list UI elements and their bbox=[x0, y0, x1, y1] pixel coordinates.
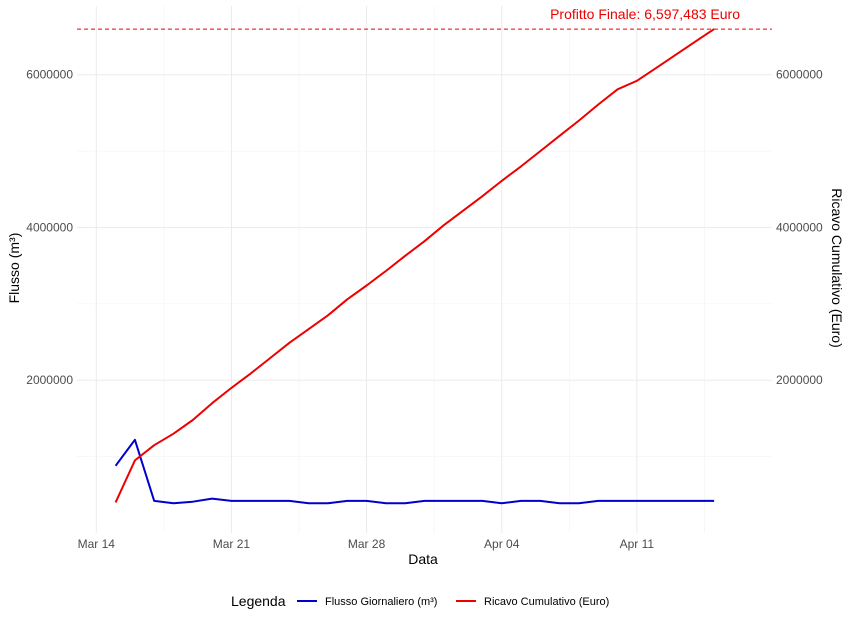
y-axis-left-title: Flusso (m³) bbox=[6, 233, 22, 304]
reference-line-label: Profitto Finale: 6,597,483 Euro bbox=[550, 6, 740, 22]
series-layer bbox=[114, 28, 715, 505]
y-tick-label-left: 6000000 bbox=[26, 68, 73, 82]
series-line-flusso bbox=[114, 438, 715, 505]
legend-label-ricavo: Ricavo Cumulativo (Euro) bbox=[484, 596, 609, 608]
x-tick-label: Mar 14 bbox=[78, 537, 116, 551]
legend-title: Legenda bbox=[231, 593, 286, 609]
series-line-ricavo bbox=[114, 28, 715, 503]
legend-label-flusso: Flusso Giornaliero (m³) bbox=[325, 596, 437, 608]
x-tick-label: Apr 04 bbox=[484, 537, 520, 551]
x-tick-label: Apr 11 bbox=[620, 537, 655, 551]
y-axis-right: 2000000 4000000 6000000 bbox=[776, 68, 823, 388]
y-tick-label-right: 4000000 bbox=[776, 220, 823, 234]
x-axis-title: Data bbox=[408, 551, 438, 567]
y-tick-label-right: 2000000 bbox=[776, 373, 823, 387]
grid bbox=[77, 6, 772, 533]
y-axis-right-title: Ricavo Cumulativo (Euro) bbox=[829, 188, 845, 348]
y-axis-left: 2000000 4000000 6000000 bbox=[26, 68, 73, 388]
x-tick-label: Mar 21 bbox=[213, 537, 251, 551]
x-axis: Mar 14 Mar 21 Mar 28 Apr 04 Apr 11 bbox=[78, 537, 655, 551]
y-tick-label-right: 6000000 bbox=[776, 68, 823, 82]
legend: Legenda Flusso Giornaliero (m³) Ricavo C… bbox=[231, 593, 609, 609]
x-tick-label: Mar 28 bbox=[348, 537, 386, 551]
y-tick-label-left: 2000000 bbox=[26, 373, 73, 387]
y-tick-label-left: 4000000 bbox=[26, 220, 73, 234]
